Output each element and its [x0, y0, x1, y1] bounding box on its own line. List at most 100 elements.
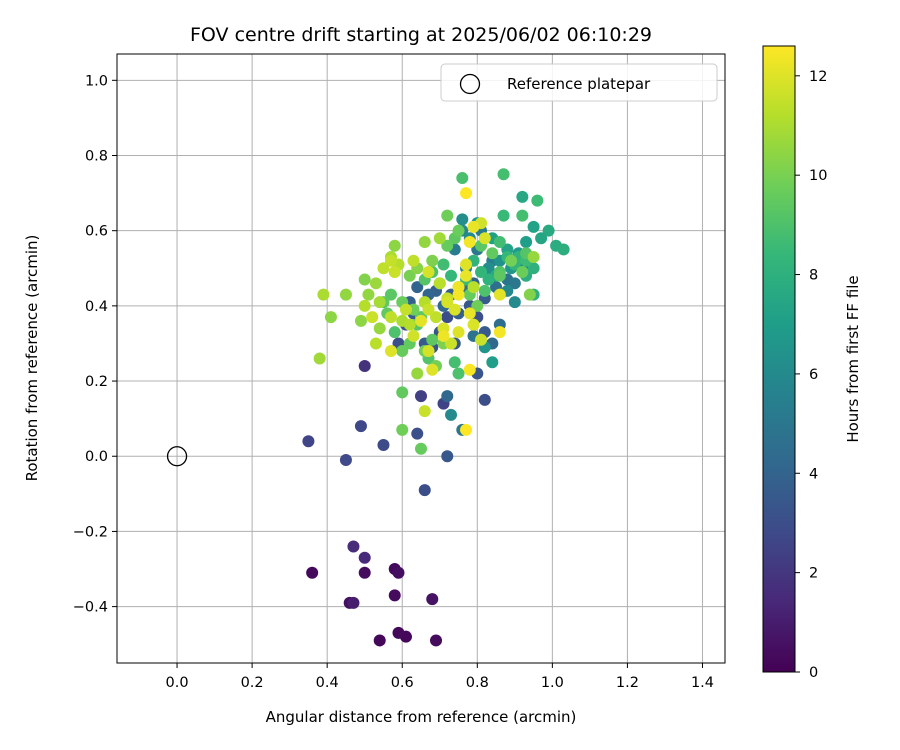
data-point	[463, 363, 476, 376]
data-point	[369, 337, 382, 350]
data-point	[388, 589, 401, 602]
data-point	[542, 224, 555, 237]
data-point	[527, 251, 540, 263]
colorbar-tick-label: 0	[809, 665, 818, 681]
data-point	[433, 277, 446, 290]
data-point	[306, 566, 319, 579]
data-point	[493, 269, 506, 282]
data-point	[377, 262, 390, 275]
data-point	[373, 296, 386, 309]
data-point	[407, 254, 420, 267]
data-point	[475, 266, 488, 279]
data-point	[396, 344, 409, 357]
data-point	[411, 367, 424, 380]
data-point	[475, 333, 488, 346]
x-tick-label: 1.4	[691, 675, 714, 691]
data-point	[339, 288, 352, 301]
data-point	[452, 224, 465, 237]
y-tick-label: −0.4	[73, 600, 108, 616]
data-point	[313, 352, 326, 365]
x-tick-label: 0.4	[316, 675, 339, 691]
x-tick-label: 0.6	[391, 675, 414, 691]
data-point	[471, 299, 484, 312]
y-tick-label: 0.4	[85, 299, 108, 315]
colorbar-tick-label: 8	[809, 268, 818, 284]
data-point	[396, 386, 409, 399]
colorbar-ticks: 0 2 4 6 8 10 12	[795, 69, 827, 681]
data-point	[415, 390, 427, 403]
data-point	[373, 634, 386, 647]
data-point	[384, 288, 397, 301]
data-point	[441, 390, 454, 403]
colorbar-label: Hours from first FF file	[844, 275, 862, 442]
data-point	[373, 322, 386, 335]
data-point	[460, 258, 473, 271]
chart-title: FOV centre drift starting at 2025/06/02 …	[190, 24, 652, 46]
data-point	[520, 235, 533, 248]
data-point	[452, 326, 465, 339]
x-axis-ticks: 0.0 0.2 0.4 0.6 0.8 1.0 1.2 1.4	[166, 663, 714, 691]
data-point	[445, 408, 458, 421]
colorbar-gradient	[762, 45, 796, 673]
legend-label: Reference platepar	[507, 75, 651, 93]
data-point	[396, 423, 409, 436]
colorbar-tick-label: 12	[809, 69, 827, 85]
y-axis-ticks: −0.4 −0.2 0.0 0.2 0.4 0.6 0.8 1.0	[73, 73, 117, 616]
y-tick-label: 0.8	[85, 149, 108, 165]
data-point	[445, 269, 458, 282]
data-point	[531, 194, 544, 207]
data-point	[441, 239, 454, 252]
data-point	[486, 356, 499, 369]
data-point	[463, 235, 476, 248]
data-point	[441, 209, 454, 222]
data-point	[505, 254, 518, 267]
y-tick-label: 0.0	[85, 449, 108, 465]
colorbar-tick-label: 4	[809, 466, 818, 482]
x-axis-label: Angular distance from reference (arcmin)	[266, 708, 577, 726]
data-point	[478, 232, 491, 245]
data-point	[388, 239, 401, 252]
data-point	[430, 311, 443, 324]
data-point	[302, 435, 315, 448]
data-point	[508, 277, 521, 290]
data-point	[388, 326, 401, 339]
data-point	[358, 551, 371, 564]
data-point	[354, 420, 367, 433]
data-point	[347, 596, 360, 609]
data-point	[527, 220, 540, 233]
data-point	[448, 356, 461, 369]
data-point	[418, 235, 431, 248]
data-point	[399, 303, 412, 316]
x-tick-label: 1.2	[616, 675, 639, 691]
data-point	[441, 296, 454, 309]
data-point	[452, 288, 465, 301]
y-tick-label: 0.2	[85, 374, 108, 390]
data-point	[369, 277, 382, 290]
colorbar: 0 2 4 6 8 10 12 Hours from first FF file	[762, 45, 862, 681]
grid-lines	[117, 54, 725, 663]
data-point	[347, 540, 360, 553]
data-point	[415, 442, 427, 455]
y-tick-label: 1.0	[85, 73, 108, 89]
data-point	[418, 484, 431, 497]
data-point	[358, 566, 371, 579]
data-point	[422, 344, 435, 357]
data-point	[523, 288, 536, 301]
data-point	[460, 269, 473, 282]
data-point	[497, 168, 510, 181]
colorbar-tick-label: 10	[809, 168, 827, 184]
data-point	[354, 314, 367, 327]
data-point	[493, 326, 506, 339]
data-point	[467, 220, 480, 233]
data-point	[441, 311, 454, 324]
plot-frame	[116, 53, 726, 664]
data-point	[392, 626, 405, 639]
reference-platepar-marker	[166, 446, 188, 467]
data-point	[426, 333, 439, 346]
legend-open-circle-icon	[459, 73, 481, 95]
data-point	[478, 284, 491, 297]
data-point	[452, 367, 465, 380]
data-point	[557, 243, 570, 256]
data-point	[422, 266, 435, 279]
data-point	[317, 288, 330, 301]
